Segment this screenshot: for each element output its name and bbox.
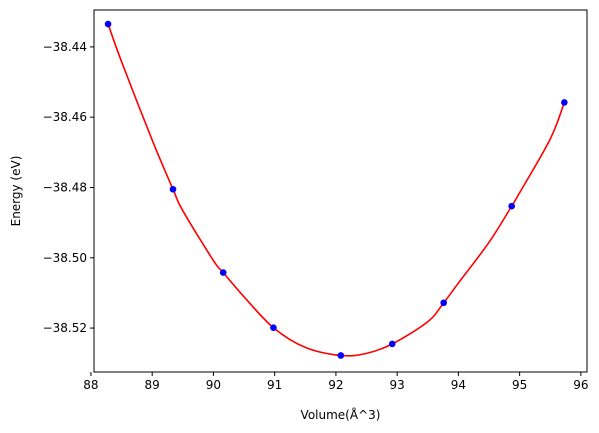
x-tick-label: 92 (328, 378, 343, 392)
x-tick-label: 88 (83, 378, 98, 392)
data-point (440, 299, 447, 307)
data-point (337, 352, 345, 359)
data-point (508, 202, 515, 210)
data-point (104, 20, 112, 28)
x-tick-label: 96 (573, 378, 588, 392)
x-tick-label: 95 (512, 378, 527, 392)
y-tick-label: −38.52 (43, 321, 87, 335)
data-point (561, 99, 568, 106)
x-tick-label: 94 (451, 378, 466, 392)
plot-area (104, 20, 568, 359)
x-axis-label: Volume(Å^3) (301, 407, 381, 422)
y-tick-label: −38.46 (43, 110, 87, 124)
data-point (219, 269, 227, 276)
plot-frame (93, 9, 588, 373)
fit-curve (107, 23, 566, 357)
x-tick-label: 91 (267, 378, 282, 392)
y-axis: −38.44 −38.46 −38.48 −38.50 −38.52 (43, 40, 94, 335)
data-point (169, 185, 177, 193)
data-point (270, 324, 277, 332)
x-tick-label: 93 (390, 378, 405, 392)
x-tick-label: 90 (206, 378, 221, 392)
y-axis-label: Energy (eV) (9, 156, 23, 227)
y-tick-label: −38.44 (43, 40, 87, 54)
x-tick-label: 89 (145, 378, 160, 392)
x-axis: 88 89 90 91 92 93 94 95 96 (83, 372, 589, 392)
y-tick-label: −38.48 (43, 180, 87, 194)
y-tick-label: −38.50 (43, 251, 87, 265)
data-point (388, 340, 396, 348)
